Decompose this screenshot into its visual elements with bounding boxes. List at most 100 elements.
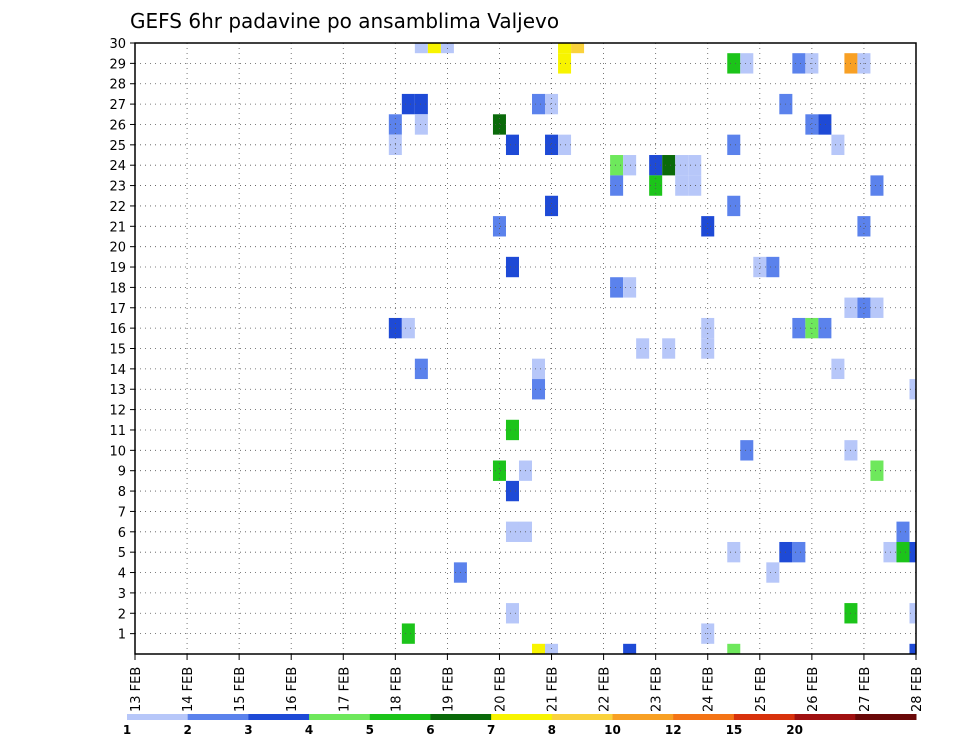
heatmap-cell — [818, 317, 832, 339]
y-tick-label: 25 — [109, 139, 126, 154]
heatmap-cell — [558, 134, 572, 156]
colorbar-label: 6 — [426, 723, 434, 737]
heatmap-cell — [545, 93, 559, 115]
heatmap-cells — [388, 43, 916, 654]
colorbar-label: 10 — [604, 723, 621, 737]
heatmap-cell — [532, 643, 546, 654]
heatmap-cell — [610, 277, 624, 298]
heatmap-cell — [792, 541, 806, 563]
heatmap-cell — [505, 603, 519, 624]
colorbar-swatch — [673, 714, 735, 720]
y-tick-label: 1 — [118, 628, 126, 643]
heatmap-cell — [740, 440, 754, 461]
colorbar-swatch — [491, 714, 553, 720]
x-tick-label: 13 FEB — [129, 667, 144, 712]
colorbar-swatch — [733, 714, 796, 720]
heatmap-cell — [401, 623, 415, 644]
y-tick-label: 17 — [109, 302, 126, 317]
heatmap-cell — [505, 521, 519, 542]
colorbar-swatch — [187, 714, 249, 720]
heatmap-cell — [414, 114, 428, 135]
heatmap-cell — [401, 317, 415, 339]
x-tick-label: 15 FEB — [233, 667, 248, 712]
colorbar: 1 2 3 4 5 6 7 8 10 12 15 20 — [123, 714, 917, 737]
heatmap-cell — [414, 93, 428, 115]
heatmap-cell — [883, 541, 897, 563]
heatmap-cell — [727, 53, 741, 74]
y-tick-label: 4 — [118, 567, 126, 582]
heatmap-cell — [571, 43, 585, 54]
x-tick-label: 24 FEB — [702, 667, 717, 712]
y-tick-label: 6 — [118, 526, 126, 541]
y-tick-label: 19 — [109, 261, 126, 276]
y-tick-label: 3 — [118, 587, 126, 602]
heatmap-cell — [414, 43, 428, 54]
heatmap-cell — [766, 256, 780, 278]
heatmap-cell — [909, 603, 916, 624]
colorbar-swatch — [794, 714, 856, 720]
y-tick-label: 14 — [109, 363, 126, 378]
heatmap-cell — [636, 338, 650, 359]
heatmap-cell — [857, 297, 871, 318]
heatmap-cell — [623, 277, 637, 298]
x-tick-label: 28 FEB — [910, 667, 925, 712]
heatmap-cell — [623, 155, 637, 176]
y-tick-label: 29 — [109, 57, 126, 72]
heatmap-cell — [505, 480, 519, 502]
x-tick-label: 26 FEB — [806, 667, 821, 712]
heatmap-cell — [701, 216, 715, 237]
heatmap-cell — [545, 134, 559, 156]
heatmap-cell — [427, 43, 441, 54]
heatmap-cell — [909, 379, 916, 400]
heatmap-cell — [532, 358, 546, 380]
x-axis-ticks: 13 FEB 14 FEB 15 FEB 16 FEB 17 FEB 18 FEB 19 F… — [129, 654, 925, 712]
colorbar-swatch — [248, 714, 310, 720]
heatmap-cell — [727, 643, 741, 654]
heatmap-cell — [662, 155, 676, 176]
x-tick-label: 17 FEB — [337, 667, 352, 712]
heatmap-cell — [675, 175, 689, 196]
heatmap-cell — [805, 114, 819, 135]
heatmap-cell — [857, 216, 871, 237]
heatmap-cell — [623, 643, 637, 654]
y-tick-label: 22 — [109, 200, 126, 215]
x-tick-label: 18 FEB — [389, 667, 404, 712]
heatmap-cell — [558, 43, 572, 54]
heatmap-cell — [896, 521, 910, 542]
heatmap-cell — [831, 358, 845, 380]
grid-lines — [134, 42, 917, 654]
y-tick-label: 21 — [109, 220, 126, 235]
heatmap-cell — [558, 53, 572, 74]
colorbar-label: 15 — [726, 723, 743, 737]
heatmap-cell — [610, 175, 624, 196]
heatmap-cell — [545, 195, 559, 217]
y-tick-label: 23 — [109, 180, 126, 195]
colorbar-swatch — [551, 714, 614, 720]
heatmap-cell — [896, 541, 910, 563]
heatmap-cell — [532, 379, 546, 400]
y-tick-label: 30 — [109, 37, 126, 52]
colorbar-label: 20 — [786, 723, 803, 737]
heatmap-cell — [492, 216, 506, 237]
y-axis-ticks: 1234567891011121314151617181920212223242… — [109, 37, 135, 643]
y-tick-label: 16 — [109, 322, 126, 337]
x-tick-label: 22 FEB — [598, 667, 613, 712]
heatmap-cell — [870, 460, 884, 481]
colorbar-swatch — [309, 714, 371, 720]
y-tick-label: 5 — [118, 546, 126, 561]
colorbar-label: 12 — [665, 723, 682, 737]
heatmap-cell — [831, 134, 845, 156]
heatmap-cell — [792, 53, 806, 74]
x-tick-label: 25 FEB — [754, 667, 769, 712]
y-tick-label: 15 — [109, 343, 126, 358]
colorbar-swatch — [369, 714, 431, 720]
heatmap-cell — [766, 562, 780, 583]
heatmap-cell — [909, 643, 916, 654]
chart-title: GEFS 6hr padavine po ansamblima Valjevo — [130, 9, 559, 33]
colorbar-label: 3 — [244, 723, 252, 737]
colorbar-swatch — [612, 714, 674, 720]
y-tick-label: 28 — [109, 78, 126, 93]
y-tick-label: 7 — [118, 505, 126, 520]
x-tick-label: 14 FEB — [181, 667, 196, 712]
